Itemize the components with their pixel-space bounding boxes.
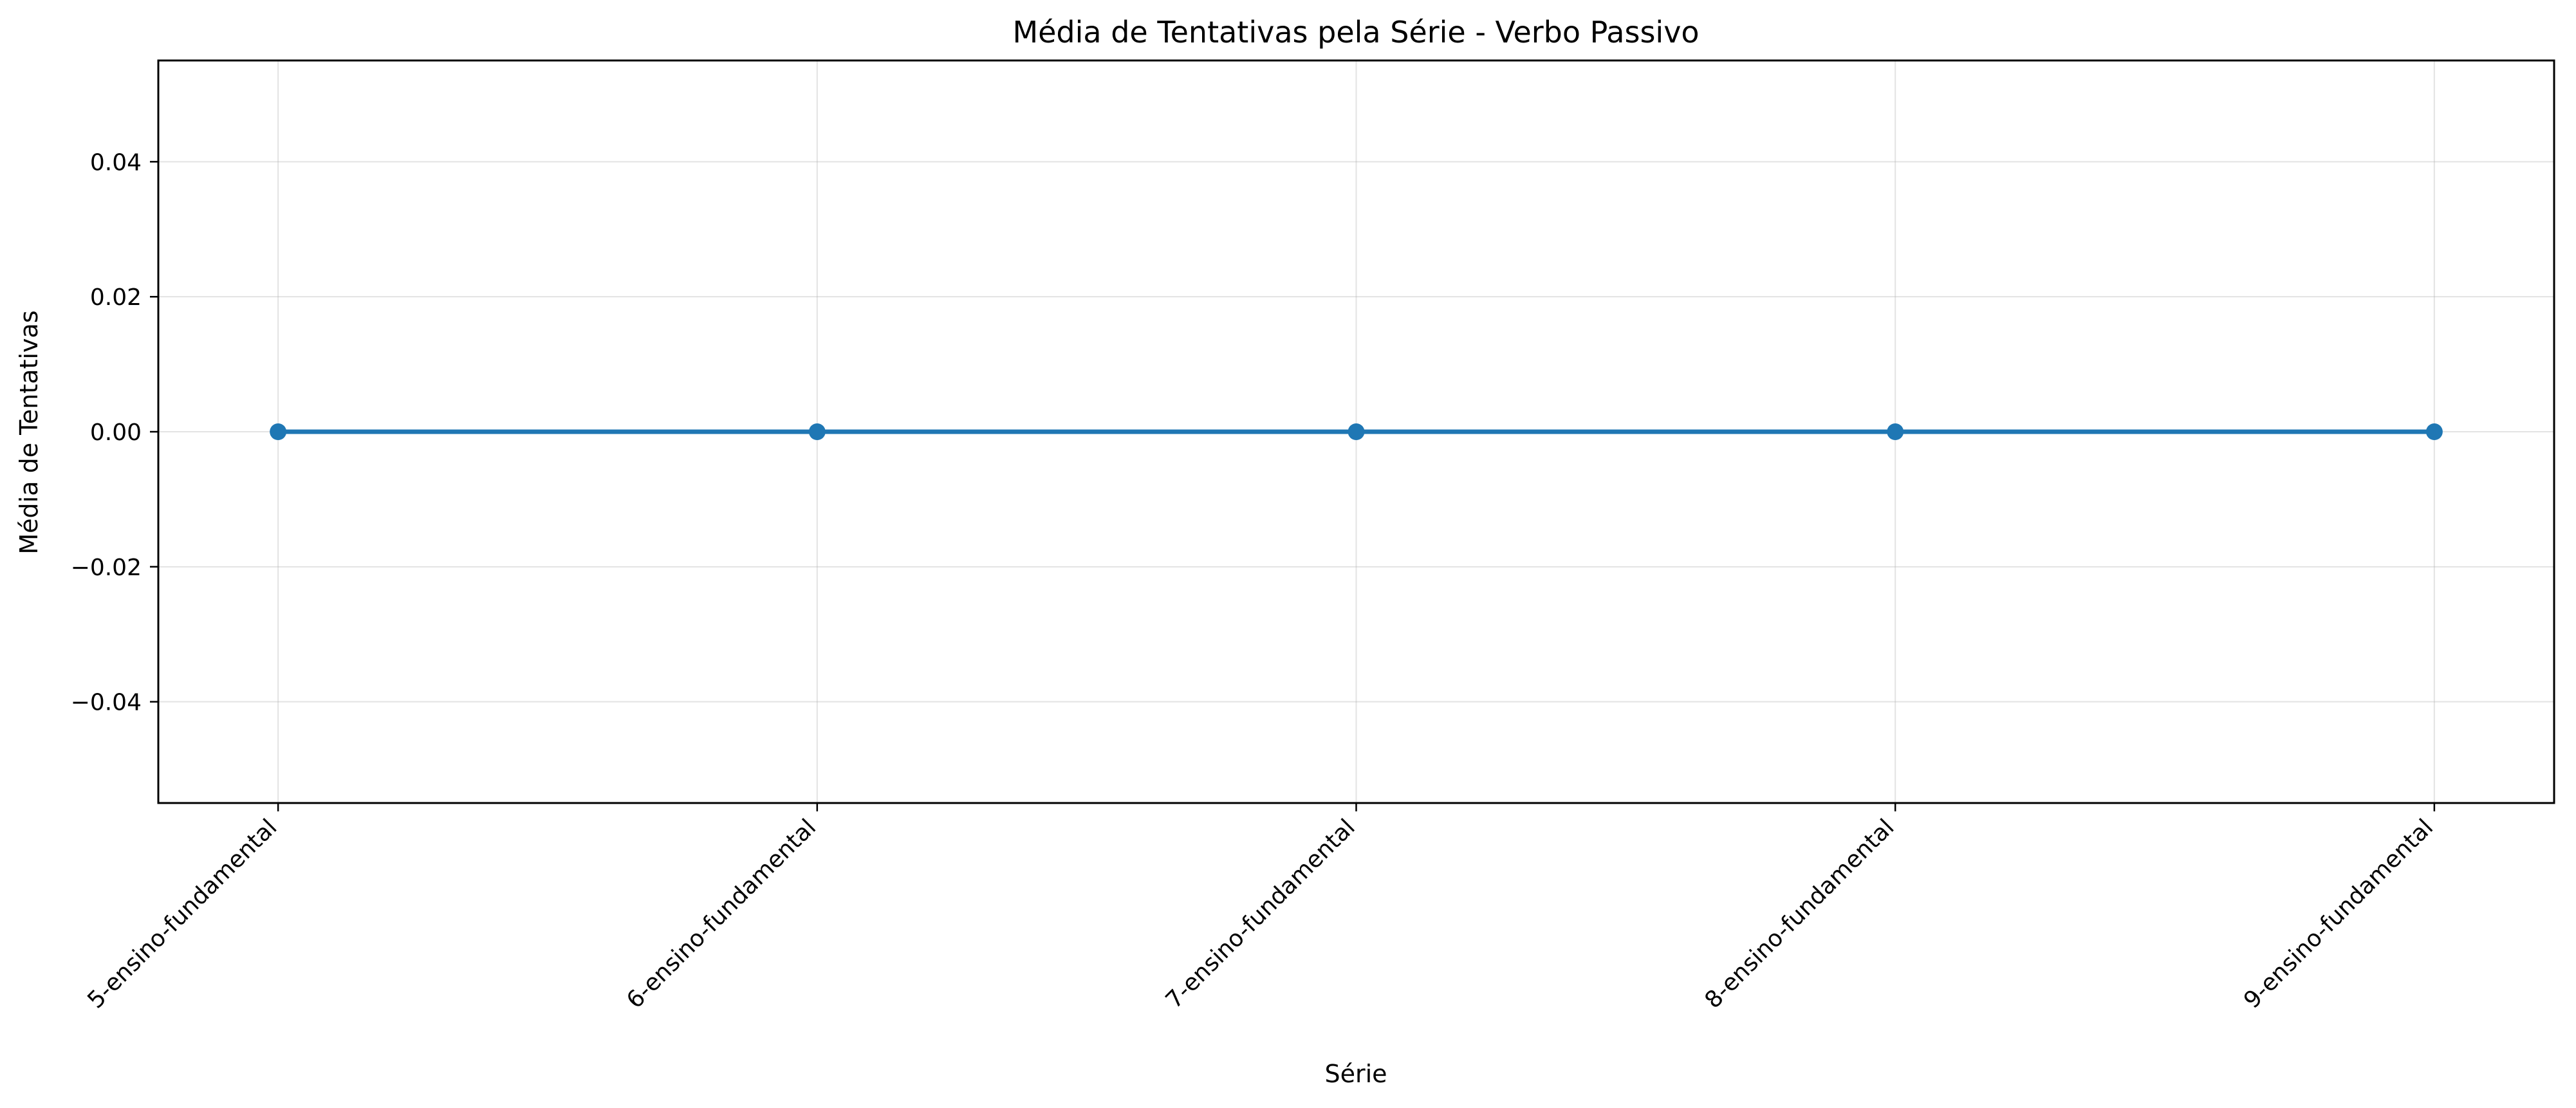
chart-title: Média de Tentativas pela Série - Verbo P… <box>1012 15 1699 50</box>
y-tick-label: −0.02 <box>71 555 142 581</box>
y-tick-label: −0.04 <box>71 690 142 716</box>
data-point <box>1348 423 1365 440</box>
y-axis: −0.04 −0.02 0.00 0.02 0.04 <box>71 149 158 716</box>
data-point <box>808 423 826 440</box>
x-axis-label: Série <box>1324 1060 1387 1088</box>
data-point <box>2425 423 2443 440</box>
y-tick-label: 0.00 <box>90 420 142 446</box>
series-layer <box>270 423 2443 440</box>
data-point <box>270 423 287 440</box>
y-tick-label: 0.02 <box>90 284 142 311</box>
data-point <box>1887 423 1904 440</box>
y-axis-label: Média de Tentativas <box>15 310 43 554</box>
y-tick-label: 0.04 <box>90 149 142 176</box>
